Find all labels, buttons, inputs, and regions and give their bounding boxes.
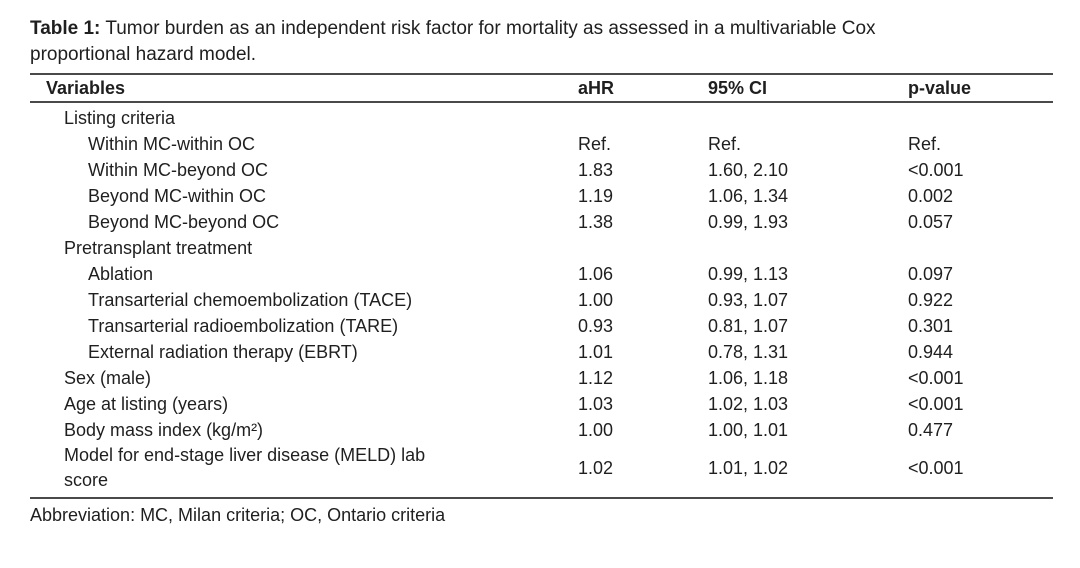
- table-row: Beyond MC-within OC 1.19 1.06, 1.34 0.00…: [30, 183, 1053, 209]
- variable-cell: Model for end-stage liver disease (MELD)…: [30, 443, 578, 493]
- ahr-cell: 1.00: [578, 289, 614, 310]
- table-row: External radiation therapy (EBRT) 1.01 0…: [30, 339, 1053, 365]
- ahr-cell: Ref.: [578, 133, 612, 154]
- variable-label: Within MC-within OC: [88, 133, 256, 154]
- variable-cell: Within MC-within OC: [30, 132, 578, 157]
- variable-label: Transarterial chemoembolization (TACE): [88, 289, 413, 310]
- variable-cell: Pretransplant treatment: [30, 236, 578, 261]
- variable-cell: Body mass index (kg/m²): [30, 418, 578, 443]
- table-body: Listing criteria Within MC-within OC Ref…: [30, 103, 1053, 499]
- variable-cell: Ablation: [30, 262, 578, 287]
- table-footnote: Abbreviation: MC, Milan criteria; OC, On…: [30, 505, 446, 525]
- variable-cell: Beyond MC-within OC: [30, 184, 578, 209]
- ci-cell: 0.78, 1.31: [708, 341, 789, 362]
- data-table: Variables aHR 95% CI p-value Listing cri…: [30, 73, 1053, 499]
- pvalue-cell: 0.002: [908, 185, 954, 206]
- column-header-variables: Variables: [46, 77, 126, 98]
- ahr-cell: 1.01: [578, 341, 614, 362]
- pvalue-cell: <0.001: [908, 159, 964, 180]
- pvalue-cell: 0.477: [908, 419, 954, 440]
- variable-label: Sex (male): [64, 367, 152, 388]
- pvalue-cell: 0.057: [908, 211, 954, 232]
- pvalue-cell: 0.097: [908, 263, 954, 284]
- ci-cell: 1.06, 1.34: [708, 185, 789, 206]
- ahr-cell: 0.93: [578, 315, 614, 336]
- variable-cell: Transarterial radioembolization (TARE): [30, 314, 578, 339]
- variable-label: Beyond MC-within OC: [88, 185, 267, 206]
- ahr-cell: 1.00: [578, 419, 614, 440]
- column-header-ci: 95% CI: [708, 77, 768, 98]
- variable-label: Age at listing (years): [64, 393, 229, 414]
- ahr-cell: 1.02: [578, 457, 614, 478]
- table-row: Within MC-beyond OC 1.83 1.60, 2.10 <0.0…: [30, 157, 1053, 183]
- variable-label: Listing criteria: [64, 107, 176, 128]
- variable-cell: External radiation therapy (EBRT): [30, 340, 578, 365]
- ci-cell: 1.00, 1.01: [708, 419, 789, 440]
- ci-cell: 1.02, 1.03: [708, 393, 789, 414]
- ahr-cell: 1.83: [578, 159, 614, 180]
- table-row: Beyond MC-beyond OC 1.38 0.99, 1.93 0.05…: [30, 209, 1053, 235]
- table-caption-line1: Table 1: Tumor burden as an independent …: [30, 16, 1080, 42]
- pvalue-cell: 0.922: [908, 289, 954, 310]
- variable-label: Ablation: [88, 263, 154, 284]
- pvalue-cell: 0.944: [908, 341, 954, 362]
- table-row: Within MC-within OC Ref. Ref. Ref.: [30, 131, 1053, 157]
- variable-cell: Sex (male): [30, 366, 578, 391]
- table-row: Pretransplant treatment: [30, 235, 1053, 261]
- ci-cell: Ref.: [708, 133, 742, 154]
- variable-cell: Within MC-beyond OC: [30, 158, 578, 183]
- table-row: Age at listing (years) 1.03 1.02, 1.03 <…: [30, 391, 1053, 417]
- ci-cell: 0.93, 1.07: [708, 289, 789, 310]
- ci-cell: 1.60, 2.10: [708, 159, 789, 180]
- variable-cell: Transarterial chemoembolization (TACE): [30, 288, 578, 313]
- pvalue-cell: Ref.: [908, 133, 942, 154]
- ci-cell: 0.99, 1.13: [708, 263, 789, 284]
- table-row: Ablation 1.06 0.99, 1.13 0.097: [30, 261, 1053, 287]
- pvalue-cell: <0.001: [908, 367, 964, 388]
- table-caption-text: Tumor burden as an independent risk fact…: [105, 18, 876, 39]
- table-row: Sex (male) 1.12 1.06, 1.18 <0.001: [30, 365, 1053, 391]
- table-row: Body mass index (kg/m²) 1.00 1.00, 1.01 …: [30, 417, 1053, 443]
- pvalue-cell: 0.301: [908, 315, 954, 336]
- table-caption-line2: proportional hazard model.: [30, 44, 257, 65]
- variable-label: External radiation therapy (EBRT): [88, 341, 358, 362]
- variable-label: Transarterial radioembolization (TARE): [88, 315, 399, 336]
- pvalue-cell: <0.001: [908, 457, 964, 478]
- table-header-row: Variables aHR 95% CI p-value: [30, 73, 1053, 103]
- ci-cell: 0.81, 1.07: [708, 315, 789, 336]
- ci-cell: 1.06, 1.18: [708, 367, 789, 388]
- column-header-ahr: aHR: [578, 77, 615, 98]
- table-row: Listing criteria: [30, 105, 1053, 131]
- table-row: Model for end-stage liver disease (MELD)…: [30, 443, 1053, 493]
- pvalue-cell: <0.001: [908, 393, 964, 414]
- ahr-cell: 1.38: [578, 211, 614, 232]
- ci-cell: 0.99, 1.93: [708, 211, 789, 232]
- variable-label: Body mass index (kg/m²): [64, 419, 264, 440]
- variable-cell: Beyond MC-beyond OC: [30, 210, 578, 235]
- column-header-pvalue: p-value: [908, 77, 972, 98]
- ci-cell: 1.01, 1.02: [708, 457, 789, 478]
- ahr-cell: 1.03: [578, 393, 614, 414]
- table-row: Transarterial radioembolization (TARE) 0…: [30, 313, 1053, 339]
- variable-cell: Age at listing (years): [30, 392, 578, 417]
- ahr-cell: 1.06: [578, 263, 614, 284]
- table-caption: Table 1: Tumor burden as an independent …: [30, 16, 1080, 68]
- variable-label: Model for end-stage liver disease (MELD)…: [64, 445, 426, 490]
- variable-label: Within MC-beyond OC: [88, 159, 269, 180]
- variable-label: Beyond MC-beyond OC: [88, 211, 280, 232]
- table-caption-label: Table 1:: [30, 18, 101, 39]
- variable-cell: Listing criteria: [30, 106, 578, 131]
- ahr-cell: 1.12: [578, 367, 614, 388]
- variable-label: Pretransplant treatment: [64, 237, 253, 258]
- table-row: Transarterial chemoembolization (TACE) 1…: [30, 287, 1053, 313]
- ahr-cell: 1.19: [578, 185, 614, 206]
